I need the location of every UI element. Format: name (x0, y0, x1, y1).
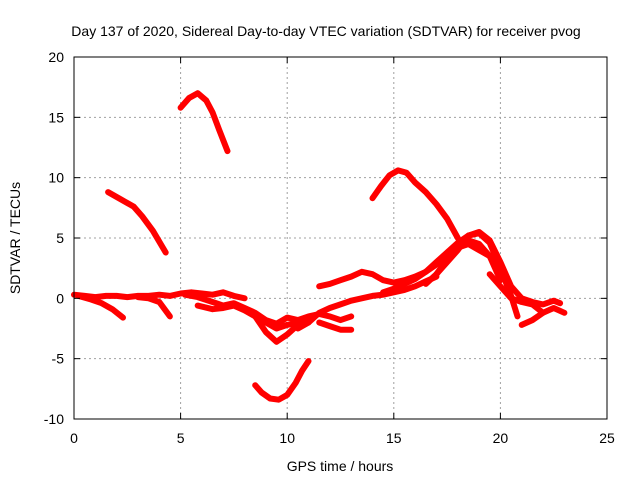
series-line-arc-3 (135, 294, 173, 320)
y-tick-label: 5 (56, 230, 64, 246)
series-line-arc-5 (177, 90, 231, 155)
x-tick-label: 0 (70, 430, 78, 446)
x-tick-label: 15 (386, 430, 402, 446)
x-tick-label: 25 (599, 430, 615, 446)
x-tick-label: 20 (493, 430, 509, 446)
x-tick-label: 10 (279, 430, 295, 446)
series-line-arc-13 (369, 167, 461, 241)
x-tick-label: 5 (177, 430, 185, 446)
series-line-arc-6 (181, 291, 355, 327)
series-line-arc-10 (294, 273, 440, 332)
series-line-arc-1 (71, 289, 248, 302)
y-tick-label: -5 (52, 351, 65, 367)
y-axis-label: SDTVAR / TECUs (7, 182, 23, 294)
y-tick-label: 10 (48, 170, 64, 186)
y-tick-label: -10 (44, 411, 64, 427)
series-line-arc-18 (486, 271, 546, 316)
y-tick-label: 20 (48, 49, 64, 65)
series-line-arc-9 (252, 358, 312, 403)
y-tick-label: 0 (56, 290, 64, 306)
series-line-arc-4 (105, 189, 169, 256)
series-layer (71, 90, 568, 403)
y-tick-label: 15 (48, 109, 64, 125)
grid (74, 57, 607, 419)
series-line-arc-16 (433, 241, 493, 278)
chart-title: Day 137 of 2020, Sidereal Day-to-day VTE… (71, 23, 580, 39)
series-line-arc-2 (75, 292, 126, 321)
series-line-arc-11 (316, 319, 355, 333)
series-line-arc-7 (194, 302, 301, 332)
x-axis-label: GPS time / hours (287, 458, 394, 474)
ticks: 0 5 10 15 20 25 -10 -5 0 5 10 15 20 (44, 49, 615, 446)
